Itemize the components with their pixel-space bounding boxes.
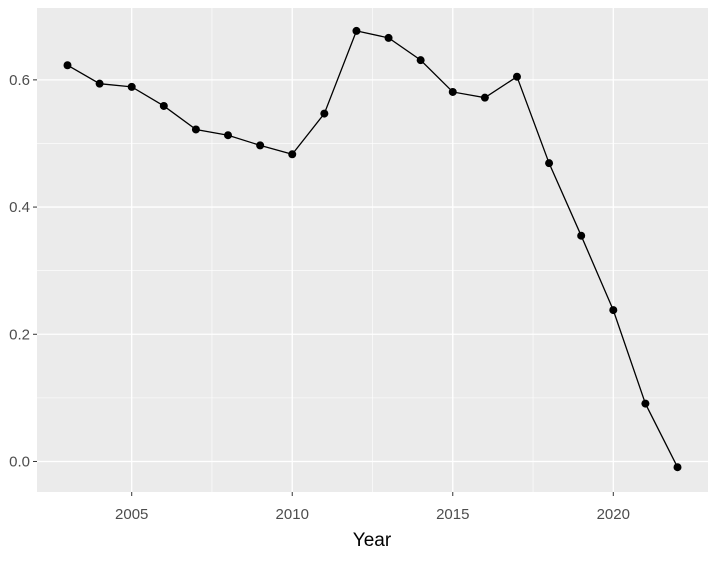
point bbox=[480, 93, 489, 102]
point bbox=[384, 33, 393, 42]
x-tick-label: 2005 bbox=[115, 506, 148, 523]
point bbox=[256, 141, 265, 150]
y-tick-label: 0.4 bbox=[9, 199, 30, 216]
point bbox=[127, 82, 136, 91]
line bbox=[67, 30, 679, 468]
x-axis-title: Year bbox=[353, 530, 392, 551]
point bbox=[224, 131, 233, 140]
x-tick-label: 2010 bbox=[276, 506, 309, 523]
x-tick-label: 2015 bbox=[436, 506, 469, 523]
x-tick-label: 2020 bbox=[597, 506, 630, 523]
point bbox=[448, 87, 457, 96]
point bbox=[63, 61, 72, 70]
point bbox=[416, 56, 425, 65]
point bbox=[95, 79, 104, 88]
point bbox=[545, 159, 554, 168]
point bbox=[641, 399, 650, 408]
y-tick-label: 0.6 bbox=[9, 72, 30, 89]
y-tick-label: 0.0 bbox=[9, 453, 30, 470]
point bbox=[288, 150, 297, 159]
point bbox=[609, 306, 618, 315]
point bbox=[512, 72, 521, 81]
point bbox=[352, 26, 361, 35]
point bbox=[320, 109, 329, 118]
point bbox=[191, 125, 200, 134]
point bbox=[159, 101, 168, 110]
point bbox=[577, 231, 586, 240]
y-tick-label: 0.2 bbox=[9, 326, 30, 343]
point bbox=[673, 463, 682, 472]
